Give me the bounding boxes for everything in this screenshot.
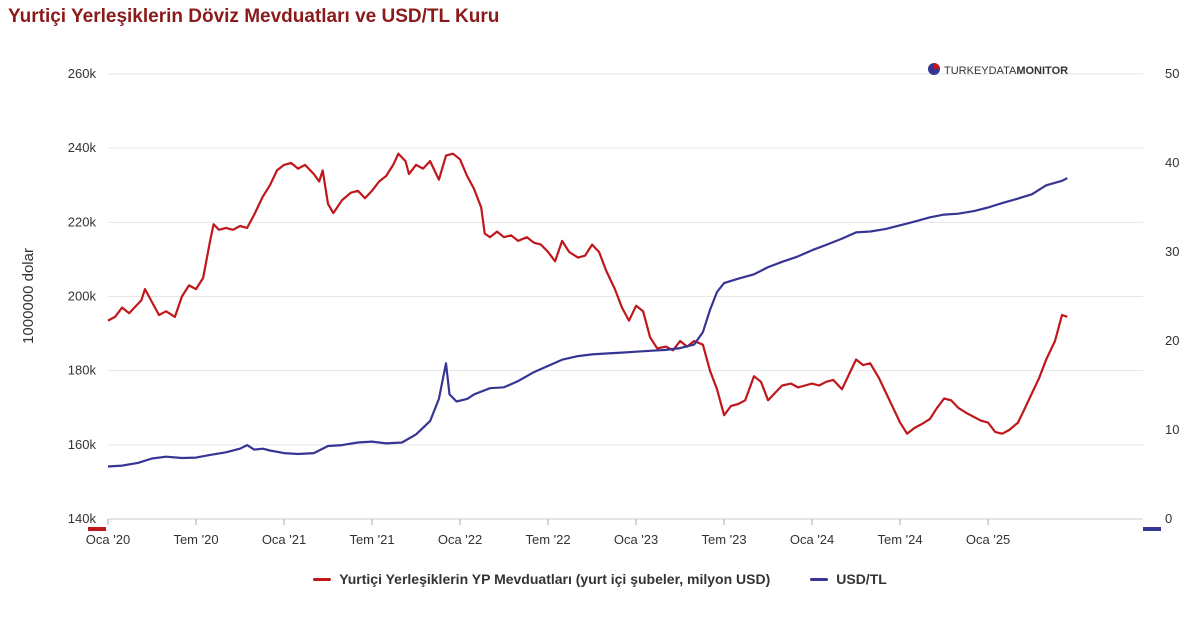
- brand-logo: TURKEYDATAMONITOR: [928, 63, 1068, 77]
- brand-part2: MONITOR: [1016, 65, 1068, 77]
- x-tick-label: Oca '23: [614, 532, 658, 547]
- right-tick-label: 50: [1165, 66, 1179, 81]
- left-axis-marker: [88, 527, 106, 531]
- legend-label-usdtl: USD/TL: [836, 571, 887, 587]
- left-tick-label: 200k: [68, 289, 97, 304]
- left-tick-label: 160k: [68, 437, 97, 452]
- left-tick-label: 260k: [68, 66, 97, 81]
- x-tick-label: Tem '24: [878, 532, 923, 547]
- right-tick-label: 10: [1165, 422, 1179, 437]
- right-tick-label: 20: [1165, 333, 1179, 348]
- x-tick-label: Tem '22: [525, 532, 570, 547]
- x-tick-label: Oca '21: [262, 532, 306, 547]
- legend-swatch-usdtl: [810, 577, 829, 581]
- grid: [108, 73, 1143, 520]
- series-layer: [107, 152, 1068, 468]
- chart-title: Yurtiçi Yerleşiklerin Döviz Mevduatları …: [8, 6, 500, 27]
- right-axis-marker: [1143, 527, 1161, 531]
- left-axis-ticks: 140k 160k 180k 200k 220k 240k 260k: [68, 66, 97, 526]
- right-tick-label: 40: [1165, 155, 1179, 170]
- x-tick-label: Oca '24: [790, 532, 834, 547]
- left-tick-label: 220k: [68, 214, 97, 229]
- x-tick-label: Oca '25: [966, 532, 1010, 547]
- series-line-deposits[interactable]: [107, 152, 1068, 435]
- series-line-usdtl[interactable]: [107, 177, 1068, 468]
- legend-swatch-deposits: [313, 577, 332, 581]
- left-tick-label: 140k: [68, 511, 97, 526]
- legend-item-deposits[interactable]: Yurtiçi Yerleşiklerin YP Mevduatları (yu…: [313, 571, 770, 587]
- left-tick-label: 240k: [68, 140, 97, 155]
- svg-text:TURKEYDATAMONITOR: TURKEYDATAMONITOR: [944, 65, 1068, 77]
- x-tick-label: Oca '22: [438, 532, 482, 547]
- y-axis-label: 1000000 dolar: [20, 248, 37, 344]
- brand-part1: TURKEYDATA: [944, 65, 1017, 77]
- right-tick-label: 30: [1165, 244, 1179, 259]
- legend-item-usdtl[interactable]: USD/TL: [810, 571, 887, 587]
- right-tick-label: 0: [1165, 511, 1172, 526]
- left-tick-label: 180k: [68, 363, 97, 378]
- brand-logo-icon-accent: [934, 63, 940, 69]
- right-axis-ticks: 0 10 20 30 40 50: [1165, 66, 1179, 526]
- x-tick-label: Tem '23: [702, 532, 747, 547]
- legend-label-deposits: Yurtiçi Yerleşiklerin YP Mevduatları (yu…: [339, 571, 771, 587]
- x-axis-ticks: Oca '20 Tem '20 Oca '21 Tem '21 Oca '22 Tem '…: [86, 518, 1161, 547]
- x-tick-label: Tem '20: [173, 532, 218, 547]
- legend: Yurtiçi Yerleşiklerin YP Mevduatları (yu…: [0, 571, 1200, 587]
- x-tick-label: Tem '21: [349, 532, 394, 547]
- x-tick-label: Oca '20: [86, 532, 130, 547]
